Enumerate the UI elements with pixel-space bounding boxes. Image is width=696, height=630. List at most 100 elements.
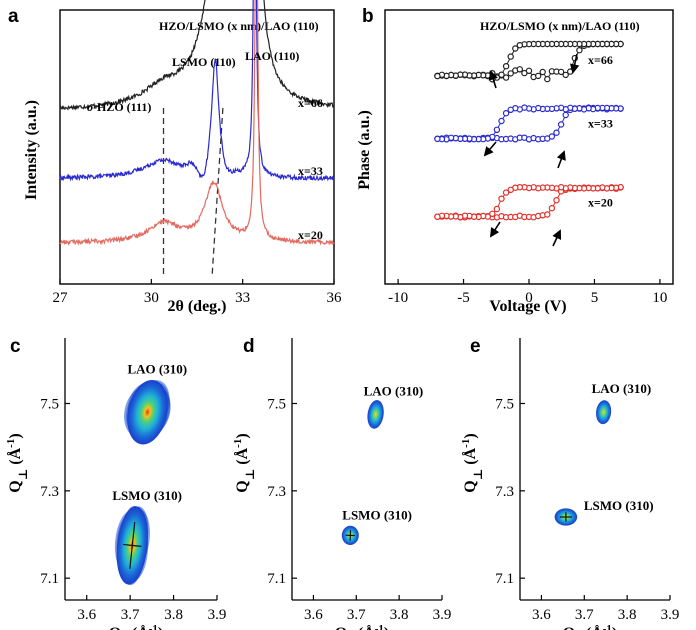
loop-point [516,66,524,73]
loop-point [502,109,510,117]
x-tick-label: 5 [591,290,599,306]
loop-point [507,106,514,114]
y-tick-label: 7.5 [495,397,514,413]
rsm-spot-lsmo [114,505,150,586]
x-axis-label-d: Q//(Å-1) [335,623,390,630]
y-tick-label: 7.5 [267,397,286,413]
loop-point [562,111,569,119]
y-axis-label-a: Intensity (a.u.) [23,100,40,200]
x-tick-label: 27 [53,290,69,306]
x-axis-label-e: Q//(Å-1) [563,623,618,630]
loop-point [539,68,546,76]
loop-point [434,135,441,143]
series-label: x=33 [298,164,323,178]
loop-point [567,68,574,75]
series-label: x=33 [588,117,613,131]
y-tick-label: 7.3 [40,484,59,500]
loop-point [507,186,514,193]
arrow-icon [483,141,497,157]
arrow-icon [569,53,580,74]
loop-point [498,71,505,78]
panel-letter-b: b [362,6,374,27]
x-ticks-b [397,279,661,284]
plot-frame-b [384,9,674,285]
loop-point [502,74,510,81]
x-tick-label: 3.7 [347,607,366,623]
spot-label: LAO (310) [364,383,424,398]
x-tick-label: 33 [235,290,250,306]
dashed-guides-a [162,107,224,275]
xrd-curve-x=33 [59,0,335,182]
series-labels-b: x=66 x=33 x=20 [588,53,613,210]
loop-point [507,70,514,77]
rsm-spot-lsmo [554,508,578,526]
x-tick-label: 30 [144,290,159,306]
arrow-icon [489,221,501,238]
rsm-spot-lao [367,400,384,429]
spot-label: LSMO (310) [584,498,654,513]
y-tick-label: 7.5 [40,397,59,413]
loop-x=66 [434,40,624,83]
spot-core [127,379,168,445]
loop-point [562,71,569,79]
y-tick-label: 7.1 [40,571,59,587]
y-axis-label-d: Q⊥(Å-1) [232,433,257,492]
panel-letter-d: d [243,336,255,357]
spot-label: LSMO (310) [112,488,182,503]
y-axis-label-c: Q⊥(Å-1) [5,433,30,492]
loop-point [548,204,556,212]
pfm-loops [434,40,624,221]
rsm-spot-lsmo [341,525,359,545]
panel-e: e 7.5 7.3 7.1 3.6 3.7 3.8 3.9 Q⊥(Å-1) Q//(Å-1) LAO… [460,336,679,630]
series-label: x=66 [298,96,323,110]
series-label: x=20 [588,195,613,209]
loop-point [498,195,505,202]
x-tick-label: 36 [327,290,343,306]
peak-label-hzo: o-HZO (111) [87,100,151,114]
x-tick-label: -10 [388,290,408,306]
peak-label-lao: LAO (110) [245,49,299,63]
panel-a: a HZO/LSMO (x nm)/LAO (110) 27 30 33 36 2θ … [8,0,342,315]
x-ticks-a [59,279,335,284]
loop-point [493,126,501,134]
x-axis-label-a: 2θ (deg.) [167,298,226,315]
loop-point [498,117,505,125]
loop-point [544,75,551,83]
x-tick-label: 3.6 [532,607,551,623]
arrow-icon [488,70,498,89]
xrd-curves [59,0,335,246]
y-axis-label-b: Phase (a.u.) [356,110,373,190]
x-tick-label: 3.7 [121,607,140,623]
arrows-b [483,53,580,247]
spot-core [367,400,384,429]
plot-frame-a [59,9,335,285]
xrd-curve-x=20 [59,0,335,246]
loop-point [576,47,583,54]
panel-letter-a: a [8,6,19,27]
y-tick-label: 7.3 [267,484,286,500]
loop-point [493,205,501,213]
panel-letter-c: c [10,336,21,357]
y-axis-label-e: Q⊥(Å-1) [460,433,485,492]
x-tick-label: 0 [525,290,533,306]
panel-b: b HZO/LSMO (x nm)/LAO (110) -10 -5 0 5 10 Vo… [356,6,674,315]
series-labels-a: x=66 x=33 x=20 [298,96,323,242]
spot-label: LAO (310) [592,381,652,396]
series-label: x=66 [588,53,613,67]
x-tick-label: 3.8 [618,607,637,623]
panel-d: d 7.5 7.3 7.1 3.6 3.7 3.8 3.9 Q⊥(Å-1) Q//(Å-1) LAO… [232,336,451,630]
loop-point [434,213,441,220]
series-label: x=20 [298,228,323,242]
loop-point [557,68,565,76]
x-tick-label: 3.6 [77,607,96,623]
loop-point [525,67,533,75]
loop-point [507,53,514,60]
x-tick-label: 3.9 [208,607,227,623]
panel-letter-e: e [470,336,481,357]
loop-point [553,196,560,204]
loop-point [516,42,524,49]
loop-point [434,72,441,80]
x-tick-label: 3.9 [661,607,680,623]
x-tick-label: 3.6 [304,607,323,623]
